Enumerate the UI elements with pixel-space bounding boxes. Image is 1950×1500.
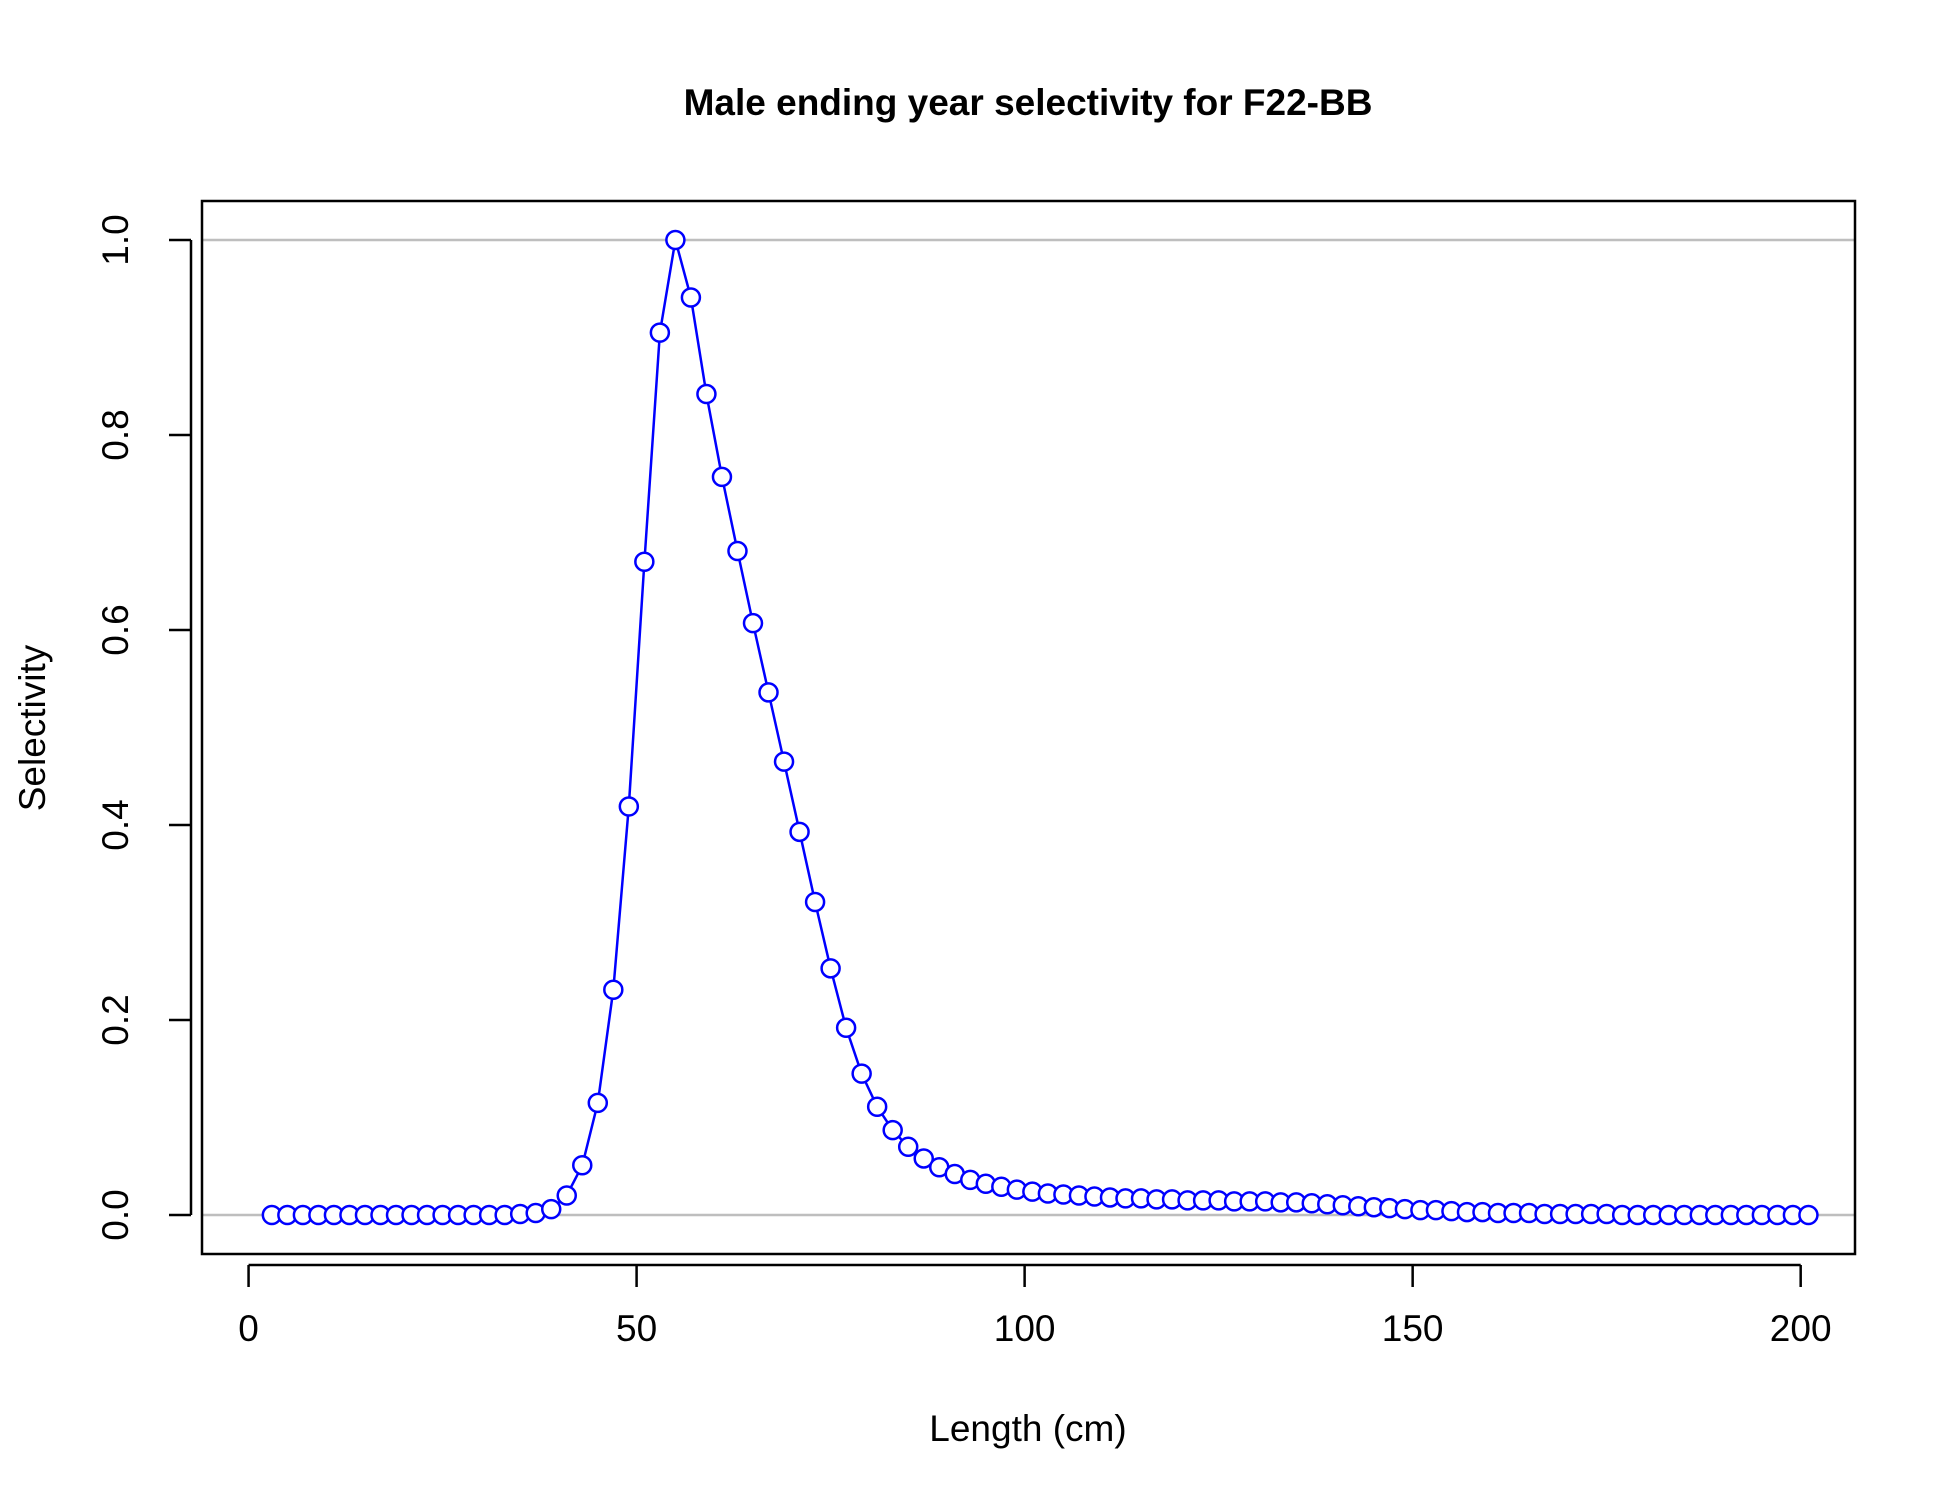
data-point xyxy=(556,1185,577,1206)
data-point xyxy=(680,287,702,308)
data-points xyxy=(261,229,1819,1226)
data-point xyxy=(789,821,810,843)
data-point xyxy=(634,551,655,572)
data-point xyxy=(572,1155,593,1176)
data-point xyxy=(882,1119,903,1141)
plot-area-border xyxy=(200,199,1857,1256)
x-tick-label: 100 xyxy=(994,1308,1056,1349)
data-point xyxy=(913,1148,934,1169)
data-point xyxy=(696,383,717,405)
data-point xyxy=(1798,1204,1819,1226)
data-point xyxy=(727,540,748,562)
y-axis: 0.0 0.2 0.4 0.6 0.8 1.0 xyxy=(95,214,193,1241)
x-tick-label: 0 xyxy=(238,1308,259,1349)
data-point xyxy=(618,796,640,817)
data-point xyxy=(603,979,624,1001)
data-point xyxy=(851,1063,872,1084)
x-tick-label: 200 xyxy=(1770,1308,1832,1349)
data-point xyxy=(587,1092,609,1114)
x-axis: 0 50 100 150 200 xyxy=(238,1263,1832,1349)
data-point xyxy=(835,1017,857,1039)
data-point xyxy=(665,229,686,251)
x-tick-label: 150 xyxy=(1382,1308,1444,1349)
data-point xyxy=(540,1198,562,1220)
data-point xyxy=(866,1096,888,1118)
data-point xyxy=(711,466,733,488)
data-point xyxy=(773,751,795,772)
data-point xyxy=(742,612,764,634)
series-line-group xyxy=(271,239,1809,1217)
reference-lines xyxy=(202,238,1855,1217)
y-tick-label: 0.4 xyxy=(95,799,136,850)
data-point xyxy=(897,1136,919,1157)
x-axis-label: Length (cm) xyxy=(929,1408,1126,1449)
data-point xyxy=(649,322,671,343)
y-axis-label: Selectivity xyxy=(12,644,53,811)
series-line xyxy=(271,239,1809,1217)
y-tick-label: 0.0 xyxy=(95,1189,136,1240)
y-tick-label: 0.8 xyxy=(95,409,136,460)
y-tick-label: 0.6 xyxy=(95,604,136,655)
data-point xyxy=(758,682,779,703)
y-tick-label: 0.2 xyxy=(95,994,136,1045)
x-tick-label: 50 xyxy=(616,1308,657,1349)
data-point xyxy=(804,891,826,913)
y-tick-label: 1.0 xyxy=(95,214,136,265)
chart-title: Male ending year selectivity for F22-BB xyxy=(684,82,1373,123)
data-point xyxy=(820,958,841,979)
